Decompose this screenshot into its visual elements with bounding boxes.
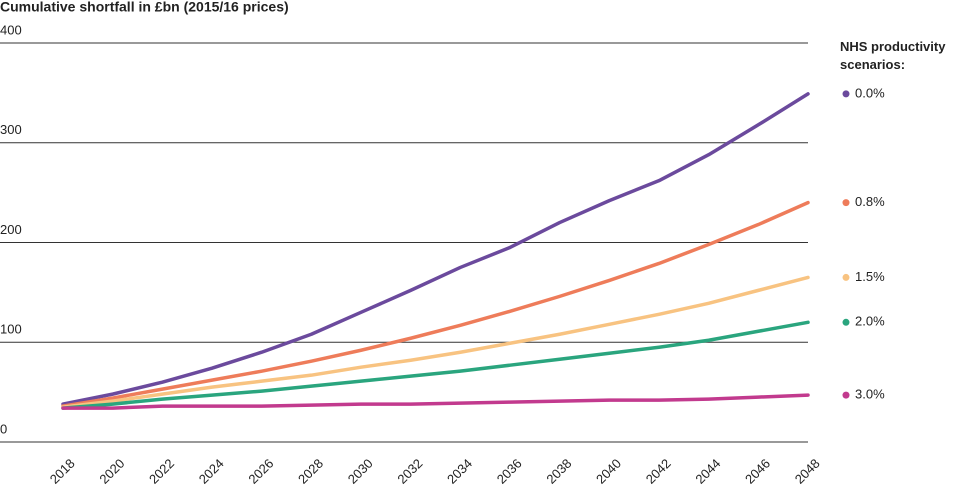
x-tick-label: 2046 bbox=[742, 456, 773, 485]
y-tick-label: 400 bbox=[0, 22, 22, 37]
x-tick-label: 2024 bbox=[196, 456, 227, 485]
legend-marker bbox=[842, 318, 850, 326]
series-line bbox=[61, 393, 810, 410]
legend-title: NHS productivity scenarios: bbox=[840, 39, 946, 72]
x-tick-label: 2030 bbox=[345, 456, 376, 485]
legend-label: 0.8% bbox=[855, 194, 885, 209]
y-tick-label: 300 bbox=[0, 122, 22, 137]
legend-label: 3.0% bbox=[855, 387, 885, 402]
x-tick-label: 2026 bbox=[245, 456, 276, 485]
x-tick-label: 2044 bbox=[692, 456, 723, 485]
legend-label: 2.0% bbox=[855, 314, 885, 329]
legend-label: 0.0% bbox=[855, 85, 885, 100]
legend-label: 1.5% bbox=[855, 269, 885, 284]
chart-title: Cumulative shortfall in £bn (2015/16 pri… bbox=[0, 0, 289, 15]
series-line bbox=[61, 200, 810, 408]
x-tick-label: 2020 bbox=[96, 456, 127, 485]
series-line bbox=[61, 92, 810, 406]
series-line bbox=[61, 275, 810, 409]
x-tick-label: 2040 bbox=[593, 456, 624, 485]
legend-marker bbox=[842, 90, 850, 98]
x-tick-label: 2022 bbox=[146, 456, 177, 485]
y-tick-label: 0 bbox=[0, 421, 7, 436]
y-tick-label: 200 bbox=[0, 222, 22, 237]
x-tick-label: 2038 bbox=[543, 456, 574, 485]
y-tick-label: 100 bbox=[0, 322, 22, 337]
legend-marker bbox=[842, 391, 850, 399]
x-tick-label: 2048 bbox=[792, 456, 823, 485]
x-tick-label: 2032 bbox=[394, 456, 425, 485]
legend-marker bbox=[842, 273, 850, 281]
x-tick-label: 2028 bbox=[295, 456, 326, 485]
x-tick-label: 2036 bbox=[494, 456, 525, 485]
x-tick-label: 2018 bbox=[47, 456, 78, 485]
x-tick-label: 2034 bbox=[444, 456, 475, 485]
legend-marker bbox=[842, 199, 850, 207]
series-line bbox=[61, 320, 810, 410]
x-tick-label: 2042 bbox=[643, 456, 674, 485]
